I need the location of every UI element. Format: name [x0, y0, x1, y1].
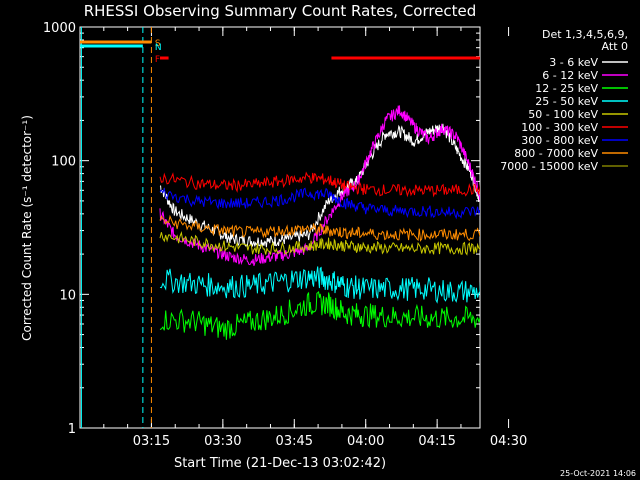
- y-tick-label: 1: [68, 422, 76, 437]
- y-tick-label: 10: [59, 288, 76, 303]
- legend-entry-label: 300 - 800 keV: [521, 134, 598, 147]
- series-line: [159, 230, 480, 256]
- series-line: [159, 291, 480, 340]
- legend-entry-label: 6 - 12 keV: [542, 69, 598, 82]
- legend-entry-label: 7000 - 15000 keV: [500, 160, 598, 173]
- series-line: [159, 187, 480, 220]
- legend-entry-label: 100 - 300 keV: [521, 121, 598, 134]
- x-tick-label: 03:15: [133, 434, 170, 449]
- axes-frame: [79, 26, 481, 429]
- y-tick-label: 100: [51, 155, 76, 170]
- series-line: [159, 123, 480, 250]
- legend-entry-label: 3 - 6 keV: [549, 56, 598, 69]
- y-axis-label: Corrected Count Rate (s⁻¹ detector⁻¹): [20, 115, 34, 341]
- legend-entry-label: 25 - 50 keV: [535, 95, 598, 108]
- series-line: [159, 214, 480, 242]
- series-line: [159, 171, 480, 198]
- legend-header: Det 1,3,4,5,6,9,: [542, 28, 628, 41]
- x-tick-label: 04:00: [347, 434, 384, 449]
- x-tick-label: 04:15: [418, 434, 455, 449]
- y-tick-label: 1000: [43, 21, 76, 36]
- legend-entry-label: 800 - 7000 keV: [514, 147, 598, 160]
- x-tick-label: 04:30: [490, 434, 527, 449]
- series-line: [159, 266, 480, 304]
- flag-label-n: N: [155, 43, 162, 53]
- chart-title: RHESSI Observing Summary Count Rates, Co…: [84, 2, 477, 20]
- flag-label-s: S: [155, 39, 161, 49]
- legend-entry-label: 50 - 100 keV: [528, 108, 598, 121]
- footer-timestamp: 25-Oct-2021 14:06: [560, 469, 636, 478]
- data-layer: [80, 27, 493, 428]
- x-axis-label: Start Time (21-Dec-13 03:02:42): [174, 456, 386, 471]
- flag-label-f: F: [155, 55, 160, 65]
- plot-area: 1 10 100 1000 03:15 03:30 03:45 04:00 04:15 04:30…: [43, 21, 527, 449]
- x-tick-label: 03:45: [276, 434, 313, 449]
- series-block: [483, 345, 493, 365]
- legend-entry-label: 12 - 25 keV: [535, 82, 598, 95]
- x-tick-label: 03:30: [204, 434, 241, 449]
- legend-header: Att 0: [602, 40, 628, 53]
